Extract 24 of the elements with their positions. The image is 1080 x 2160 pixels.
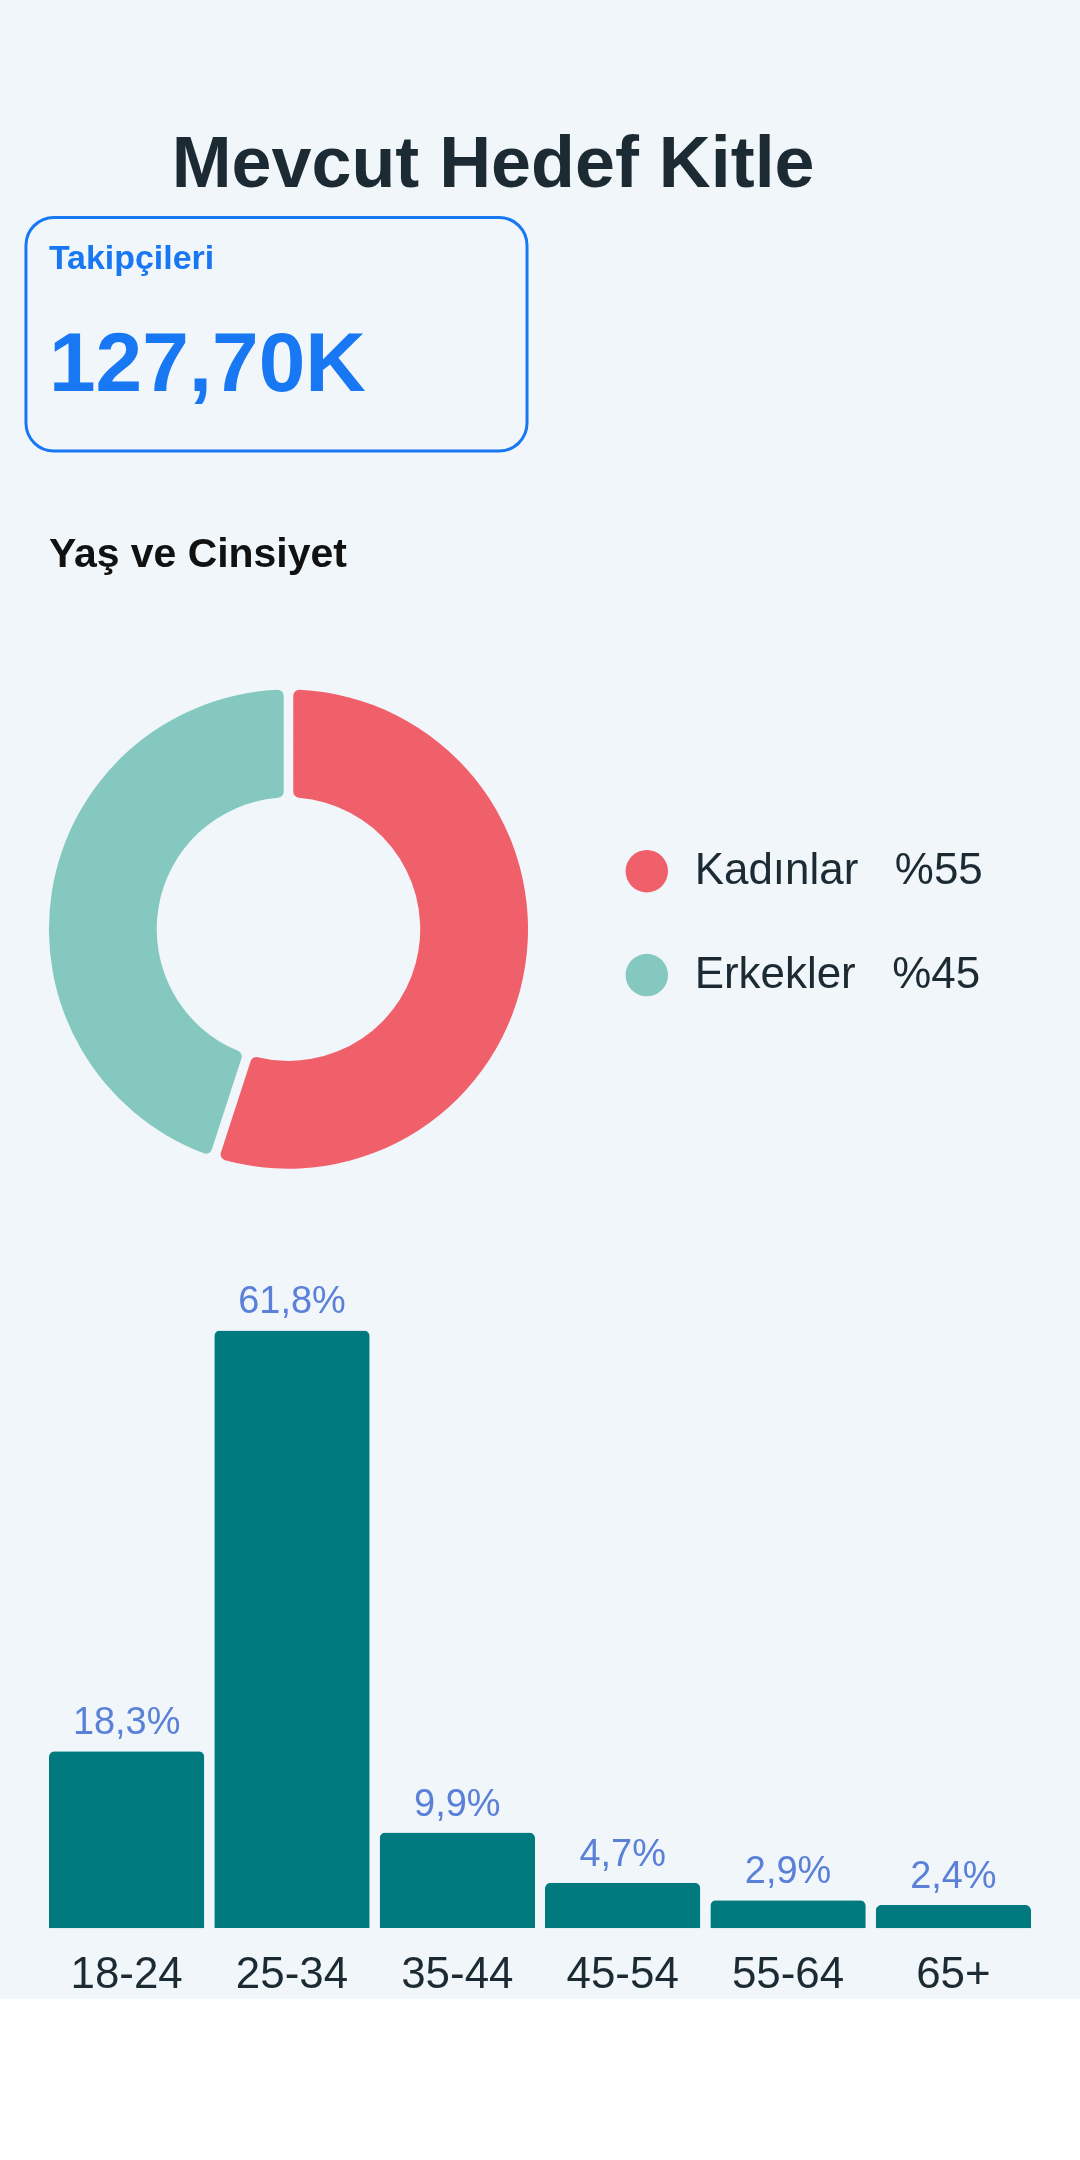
bar [214, 1330, 370, 1929]
data-label: 18,3% [72, 1700, 181, 1743]
bar [48, 1751, 205, 1929]
bar [379, 1832, 536, 1929]
data-label: 2,9% [744, 1849, 832, 1892]
text: Takipçileri [48, 238, 215, 277]
data-label: 2,4% [910, 1854, 997, 1897]
x-tick-label: 55-64 [731, 1947, 845, 1997]
data-label: 61,8% [238, 1279, 346, 1322]
text: Mevcut Hedef Kitle [171, 121, 815, 202]
x-tick-label: 45-54 [566, 1947, 679, 1997]
legend-label: Erkekler %45 [694, 948, 981, 998]
x-tick-label: 35-44 [401, 1947, 514, 1997]
x-tick-label: 65+ [916, 1947, 991, 1997]
data-label: 9,9% [414, 1781, 501, 1824]
bar [544, 1882, 701, 1929]
text: 127,70K [48, 315, 366, 410]
bar [710, 1900, 866, 1929]
data-label: 4,7% [579, 1831, 666, 1874]
chart-title: Yaş ve Cinsiyet [48, 529, 348, 576]
x-tick-label: 18-24 [70, 1947, 183, 1997]
bar [875, 1905, 1032, 1929]
x-tick-label: 25-34 [235, 1947, 349, 1997]
legend-label: Kadınlar %55 [694, 844, 983, 894]
